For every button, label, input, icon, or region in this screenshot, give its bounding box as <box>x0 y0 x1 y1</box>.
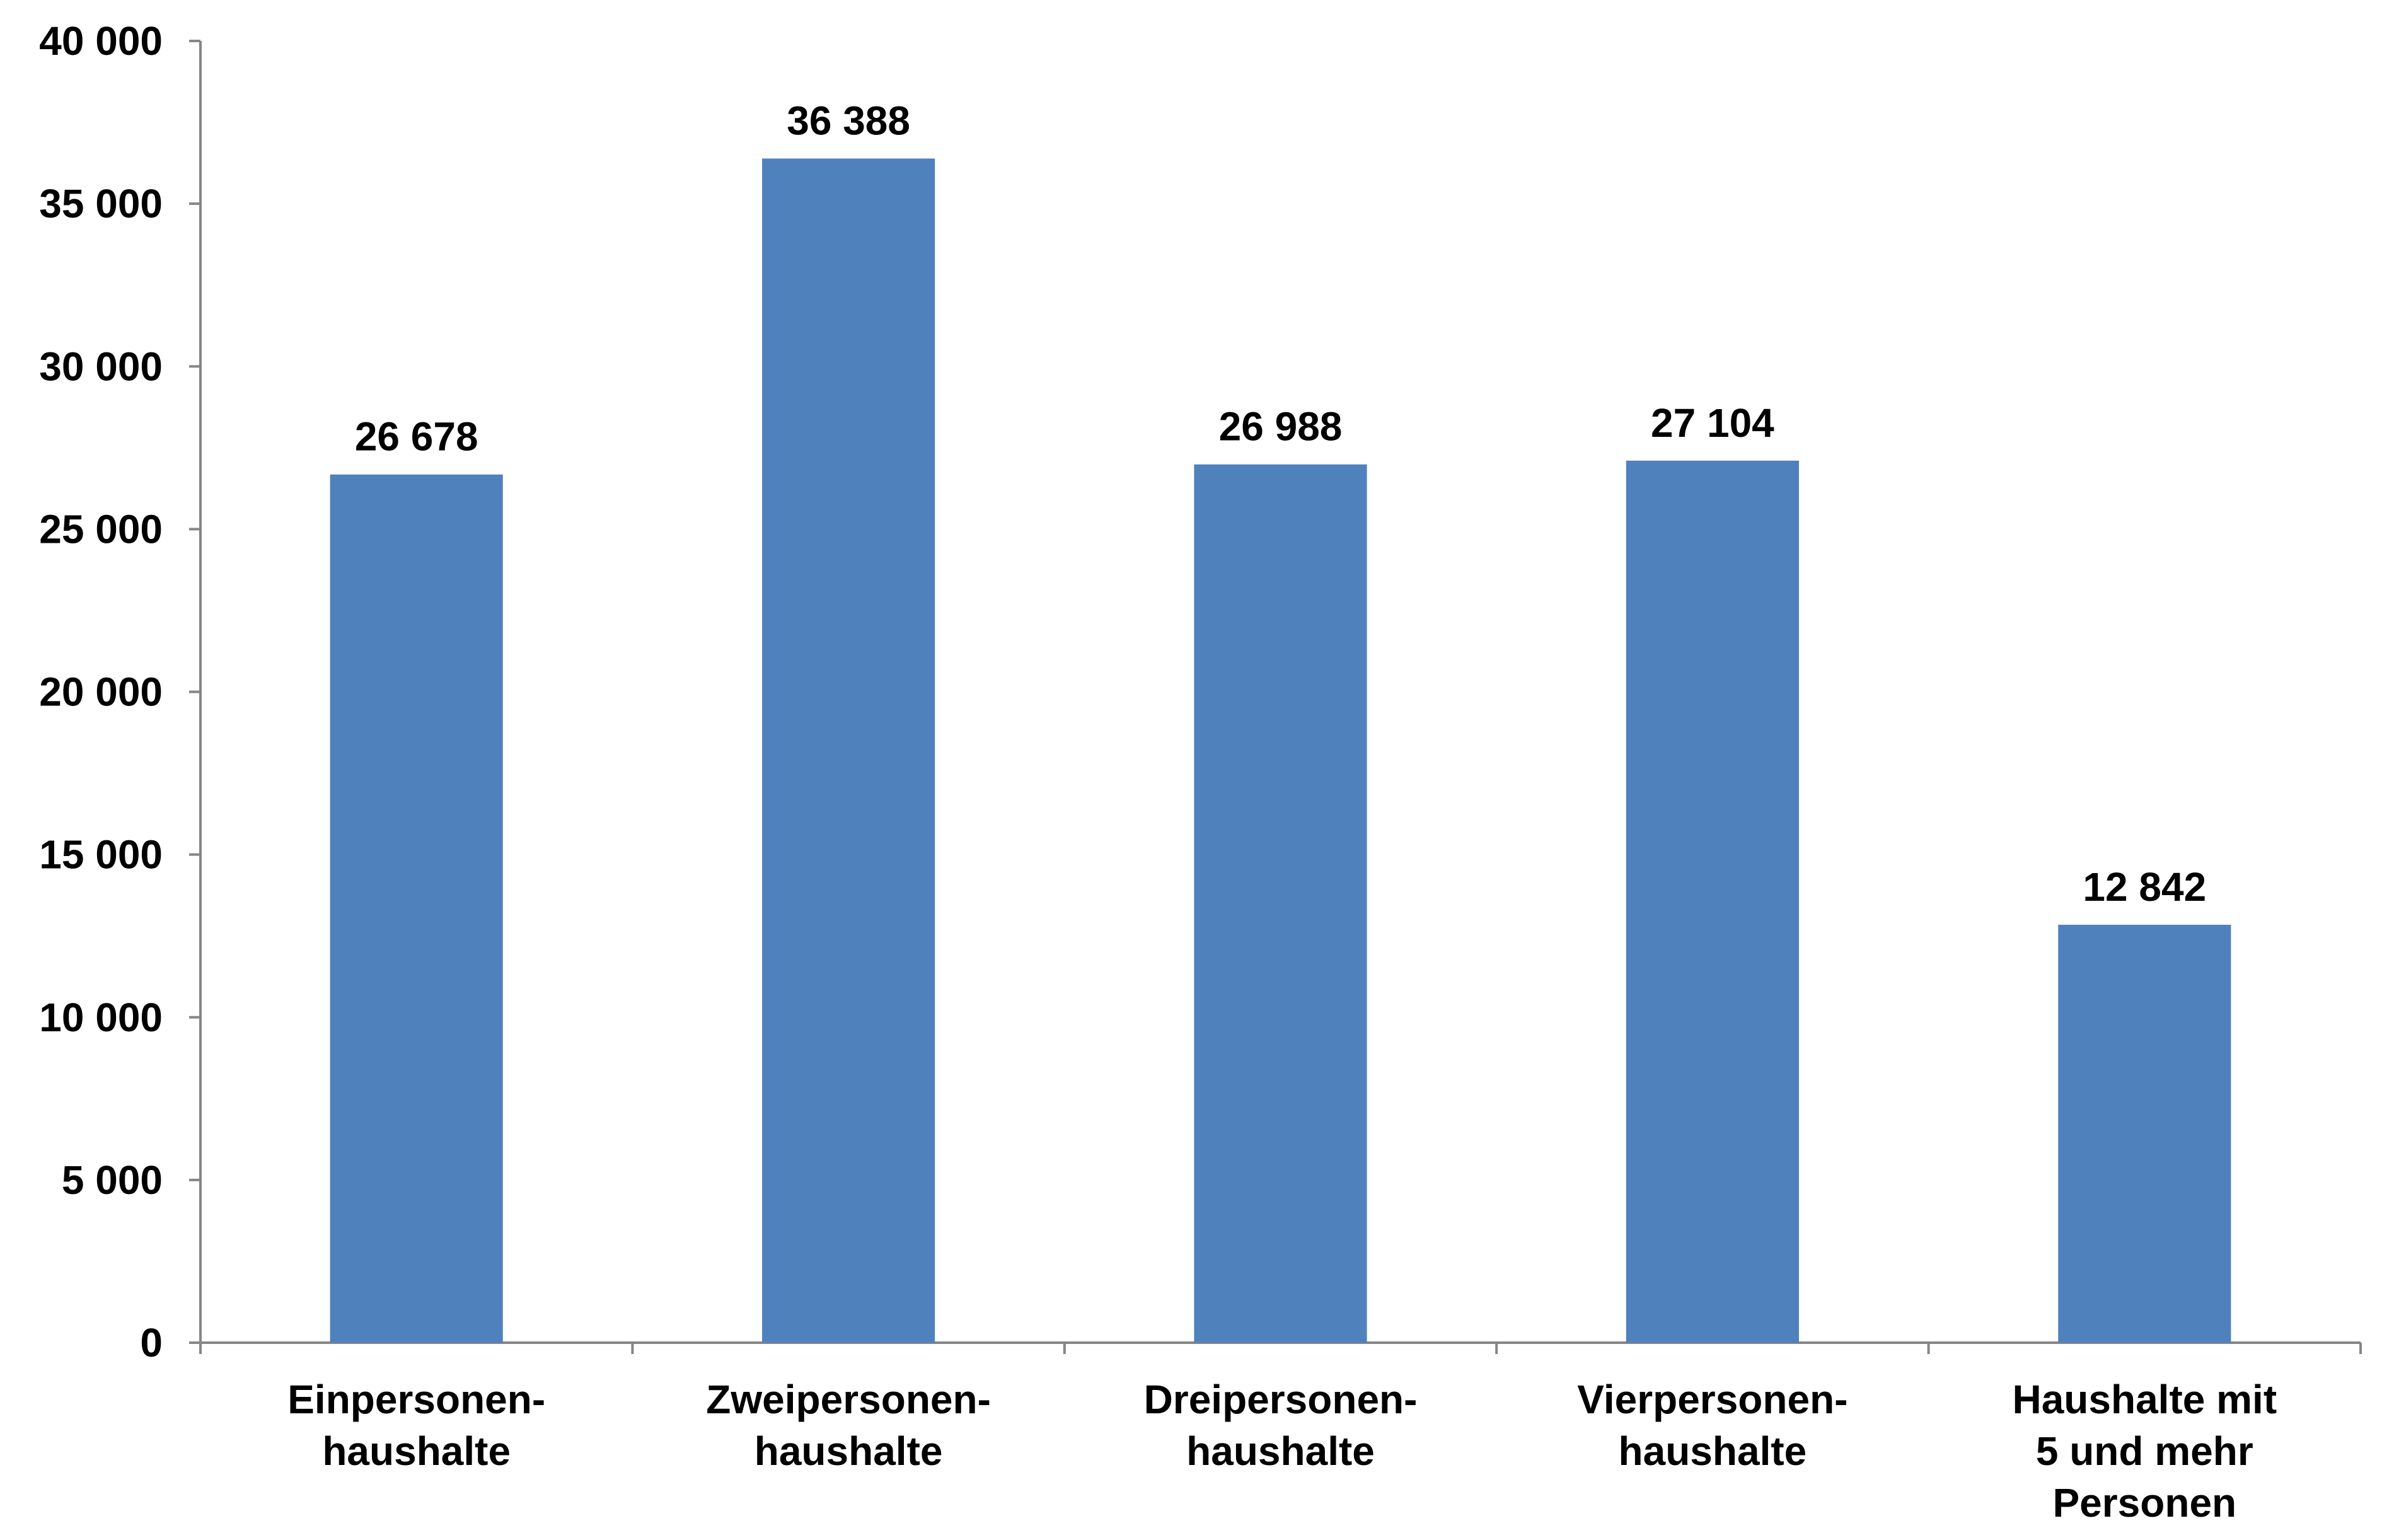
y-tick-label: 10 000 <box>39 995 163 1040</box>
category-label: Zweipersonen-haushalte <box>706 1377 991 1474</box>
data-labels: 26 678 36 388 26 988 27 104 12 842 <box>355 98 2206 910</box>
category-label-line: Zweipersonen- <box>706 1377 991 1422</box>
data-label: 26 678 <box>355 414 478 460</box>
y-tick-label: 30 000 <box>39 344 163 389</box>
y-tick-label: 25 000 <box>39 506 163 552</box>
bar <box>762 158 935 1343</box>
category-label-line: Einpersonen- <box>287 1377 545 1422</box>
bar <box>1194 464 1367 1343</box>
data-label: 26 988 <box>1219 404 1343 449</box>
category-label-line: haushalte <box>1186 1428 1375 1474</box>
bar <box>1626 460 1799 1343</box>
category-label-line: haushalte <box>1619 1428 1807 1474</box>
category-label-line: haushalte <box>754 1428 943 1474</box>
y-tick-label: 40 000 <box>39 18 163 64</box>
y-tick-label: 0 <box>140 1320 163 1365</box>
category-label: Einpersonen-haushalte <box>287 1377 545 1474</box>
bar <box>2058 925 2231 1343</box>
y-tick-label: 35 000 <box>39 181 163 226</box>
category-label-line: Personen <box>2052 1480 2236 1526</box>
category-label-line: haushalte <box>322 1428 511 1474</box>
x-axis <box>199 1341 2362 1354</box>
y-tick-label: 5 000 <box>62 1157 163 1203</box>
data-label: 12 842 <box>2083 864 2206 910</box>
category-label: Dreipersonen-haushalte <box>1144 1377 1418 1474</box>
category-label-line: Dreipersonen- <box>1144 1377 1418 1422</box>
category-label-line: Vierpersonen- <box>1577 1377 1847 1422</box>
category-label: Vierpersonen-haushalte <box>1577 1377 1847 1474</box>
y-axis: 0 5 000 10 000 15 000 20 000 25 000 30 000 35 0… <box>39 18 202 1365</box>
data-label: 27 104 <box>1651 400 1774 446</box>
category-label-line: 5 und mehr <box>2036 1428 2253 1474</box>
category-label: Haushalte mit 5 und mehr Personen <box>2012 1377 2277 1526</box>
bars <box>330 158 2231 1343</box>
category-label-line: Haushalte mit <box>2012 1377 2277 1422</box>
y-tick-label: 15 000 <box>39 832 163 877</box>
bar <box>330 474 503 1343</box>
category-labels: Einpersonen-haushalteZweipersonen-hausha… <box>287 1377 2277 1526</box>
data-label: 36 388 <box>787 98 910 143</box>
y-tick-label: 20 000 <box>39 669 163 715</box>
